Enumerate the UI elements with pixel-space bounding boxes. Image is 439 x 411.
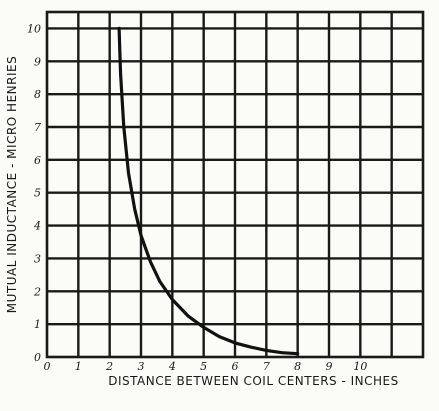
x-tick-label: 9	[326, 360, 333, 373]
x-tick-label: 0	[44, 360, 51, 373]
y-tick-label: 2	[33, 285, 41, 298]
x-tick-label: 6	[232, 360, 239, 373]
y-tick-label: 9	[34, 55, 41, 68]
y-tick-label: 4	[33, 220, 41, 233]
y-tick-labels: 0 1 2 3 4 5 6 7 8 9 10	[27, 22, 41, 364]
y-tick-label: 0	[34, 351, 41, 364]
y-tick-label: 6	[34, 154, 41, 167]
x-tick-label: 8	[294, 360, 301, 373]
x-tick-label: 10	[353, 360, 367, 373]
y-tick-label: 10	[27, 22, 41, 35]
x-tick-label: 4	[168, 360, 176, 373]
y-axis-label: MUTUAL INDUCTANCE - MICRO HENRIES	[5, 56, 19, 313]
inductance-curve	[117, 26, 300, 356]
y-tick-label: 5	[34, 187, 41, 200]
x-axis-label: DISTANCE BETWEEN COIL CENTERS - INCHES	[108, 374, 398, 388]
y-tick-label: 1	[34, 318, 41, 331]
x-tick-label: 1	[75, 360, 82, 373]
x-tick-label: 7	[263, 360, 270, 373]
x-tick-label: 5	[200, 360, 207, 373]
x-tick-label: 2	[105, 360, 113, 373]
y-tick-label: 8	[34, 88, 41, 101]
y-tick-label: 7	[34, 121, 41, 134]
x-tick-label: 3	[138, 360, 145, 373]
y-tick-label: 3	[34, 252, 41, 265]
x-tick-labels: 0 1 2 3 4 5 6 7 8 9 10	[44, 360, 368, 373]
grid	[47, 12, 423, 357]
plot-frame	[45, 10, 425, 359]
